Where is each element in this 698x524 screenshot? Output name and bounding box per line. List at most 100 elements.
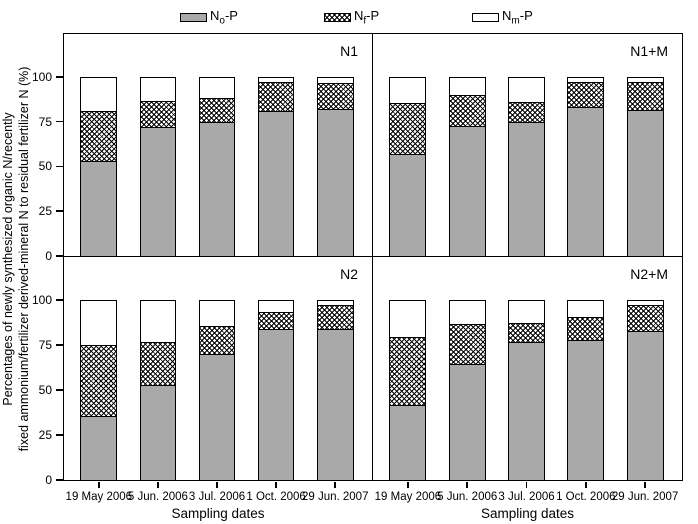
bar-stack bbox=[448, 76, 486, 256]
bar-segment-no-p bbox=[258, 329, 294, 480]
legend-item-nm-p: Nm-P bbox=[472, 7, 533, 27]
bar-stack bbox=[139, 76, 177, 256]
bar-segment-no-p bbox=[81, 161, 117, 256]
bar-segment-nf-p bbox=[140, 101, 176, 128]
y-tick bbox=[56, 255, 63, 257]
bar-segment-no-p bbox=[509, 343, 544, 480]
bar-stack bbox=[257, 300, 295, 480]
x-tick bbox=[275, 481, 277, 488]
bar-segment-no-p bbox=[509, 123, 544, 256]
y-tick bbox=[56, 344, 63, 346]
bar-segment-nm-p bbox=[509, 301, 544, 323]
bar-segment-nf-p bbox=[390, 102, 426, 155]
y-tick bbox=[56, 479, 63, 481]
x-tick bbox=[157, 481, 159, 488]
y-tick-label: 0 bbox=[45, 473, 52, 487]
bar-segment-nm-p bbox=[258, 301, 294, 312]
y-tick bbox=[56, 165, 63, 168]
bar-segment-nm-p bbox=[449, 77, 485, 95]
x-axis-title: Sampling dates bbox=[171, 506, 265, 521]
legend-label: Nm-P bbox=[502, 7, 533, 27]
bar-segment-no-p bbox=[140, 386, 176, 480]
bar-segment-nm-p bbox=[627, 77, 663, 82]
x-tick-label: 3 Jul. 2006 bbox=[188, 491, 246, 503]
bar-stack bbox=[389, 300, 427, 480]
legend-label: No-P bbox=[210, 7, 238, 27]
y-tick-label: 75 bbox=[38, 338, 52, 353]
x-tick-label: 5 Jun. 2006 bbox=[437, 491, 498, 503]
legend-swatch-hatch-icon bbox=[324, 12, 351, 22]
bar-stack bbox=[80, 76, 118, 256]
bar-segment-nm-p bbox=[199, 77, 235, 99]
bar-stack bbox=[389, 76, 427, 256]
bar-segment-nf-p bbox=[199, 326, 235, 355]
bar-segment-nf-p bbox=[568, 81, 604, 109]
x-axis-title: Sampling dates bbox=[480, 506, 575, 521]
bar-stack bbox=[508, 300, 545, 480]
y-tick-label: 25 bbox=[38, 428, 52, 443]
panel-label: N1 bbox=[340, 43, 358, 59]
bar-segment-nm-p bbox=[390, 77, 426, 103]
y-tick bbox=[56, 210, 63, 212]
bar-segment-no-p bbox=[317, 110, 353, 256]
bar-segment-nm-p bbox=[81, 301, 117, 345]
bar-segment-nf-p bbox=[140, 342, 176, 387]
bar-segment-no-p bbox=[81, 416, 117, 480]
y-tick-label: 50 bbox=[38, 383, 52, 398]
x-tick bbox=[98, 481, 100, 488]
y-tick bbox=[56, 434, 63, 436]
y-tick-label: 100 bbox=[31, 69, 52, 84]
bar-segment-no-p bbox=[199, 123, 235, 256]
y-tick-label: 100 bbox=[31, 293, 52, 308]
y-axis-title-line1: Percentages of newly synthesized organic… bbox=[1, 112, 15, 406]
bar-stack bbox=[567, 300, 605, 480]
x-tick-label: 1 Oct. 2006 bbox=[556, 491, 616, 503]
bar-segment-nm-p bbox=[509, 77, 544, 102]
bar-segment-no-p bbox=[140, 127, 176, 256]
x-tick-label: 19 May 2006 bbox=[374, 491, 442, 503]
panel-n2: N2 19 May 2006 5 Jun. 2006 3 Jul. 2006 1 Oct… bbox=[32, 257, 373, 521]
bar-segment-nf-p bbox=[627, 304, 663, 333]
bar-stack bbox=[257, 76, 295, 256]
bar-segment-nf-p bbox=[509, 322, 544, 344]
bar-stack bbox=[567, 76, 605, 256]
plot-frame: N1 0 25 50 75 100 N1+M N2 19 May 2006 5 Jun. 2006… bbox=[32, 33, 683, 521]
bar-segment-nf-p bbox=[390, 336, 426, 406]
x-tick-label: 5 Jun. 2006 bbox=[127, 491, 188, 503]
x-tick bbox=[216, 481, 218, 488]
bar-segment-nm-p bbox=[568, 77, 604, 82]
panel-n1: N1 0 25 50 75 100 bbox=[32, 34, 373, 263]
legend-item-no-p: No-P bbox=[180, 7, 238, 27]
bar-stack bbox=[448, 300, 486, 480]
panel-label: N2+M bbox=[630, 266, 668, 282]
bar-segment-no-p bbox=[258, 111, 294, 256]
bar-segment-no-p bbox=[449, 364, 485, 480]
y-tick-label: 25 bbox=[38, 204, 52, 219]
bar-segment-nf-p bbox=[258, 81, 294, 112]
bar-segment-no-p bbox=[627, 110, 663, 256]
bar-segment-nf-p bbox=[81, 344, 117, 417]
panel-n1-m: N1+M bbox=[373, 34, 682, 257]
bar-segment-nm-p bbox=[140, 301, 176, 343]
y-tick bbox=[56, 120, 63, 123]
y-tick bbox=[56, 389, 63, 391]
x-tick-label: 29 Jun. 2007 bbox=[611, 491, 679, 503]
bar-segment-nf-p bbox=[568, 317, 604, 341]
bar-stack bbox=[626, 300, 664, 480]
panel-n2-m: N2+M 19 May 2006 5 Jun. 2006 3 Jul. 2006 1 O… bbox=[373, 257, 682, 521]
bar-segment-nm-p bbox=[258, 77, 294, 82]
x-tick bbox=[644, 481, 646, 488]
bar-stack bbox=[198, 300, 236, 480]
bar-segment-nm-p bbox=[627, 301, 663, 305]
bar-stack bbox=[508, 76, 545, 256]
legend-swatch-gray-icon bbox=[180, 12, 207, 22]
bar-segment-nf-p bbox=[258, 311, 294, 330]
bar-segment-no-p bbox=[568, 340, 604, 480]
panel-label: N1+M bbox=[630, 43, 668, 59]
y-tick-label: 75 bbox=[38, 114, 52, 129]
bar-segment-nm-p bbox=[199, 301, 235, 327]
bar-segment-nm-p bbox=[568, 301, 604, 318]
x-tick bbox=[466, 481, 468, 488]
y-tick-label: 0 bbox=[45, 249, 52, 263]
